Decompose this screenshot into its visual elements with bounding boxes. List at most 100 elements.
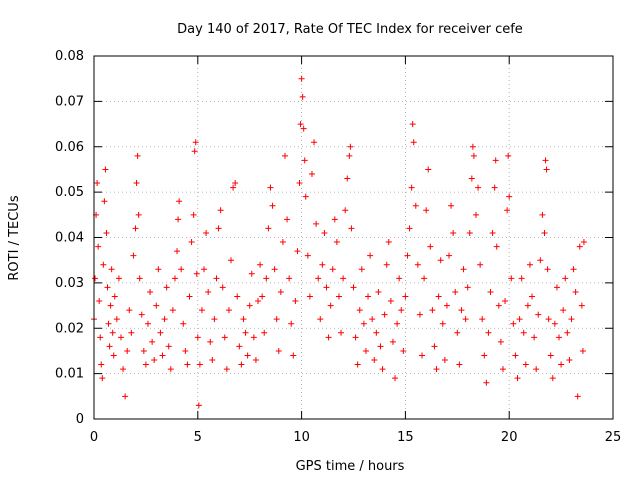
data-point [568, 316, 575, 323]
data-point [344, 175, 351, 182]
data-point [512, 352, 519, 359]
data-point [377, 343, 384, 350]
data-point [308, 170, 315, 177]
data-point [394, 320, 401, 327]
data-point [508, 275, 515, 282]
data-point [564, 329, 571, 336]
data-point [159, 352, 166, 359]
data-point [297, 121, 304, 128]
data-point [414, 261, 421, 268]
data-point [491, 184, 498, 191]
data-point [456, 361, 463, 368]
data-point [228, 257, 235, 264]
data-point [191, 148, 198, 155]
y-tick-label: 0.05 [55, 185, 84, 200]
data-point [493, 243, 500, 250]
data-point [269, 202, 276, 209]
data-point [101, 198, 108, 205]
data-point [462, 316, 469, 323]
data-point [520, 329, 527, 336]
data-point [319, 261, 326, 268]
data-point [149, 338, 156, 345]
data-point [470, 152, 477, 159]
data-point [217, 207, 224, 214]
data-point [223, 366, 230, 373]
data-point [234, 293, 241, 300]
data-point [267, 184, 274, 191]
data-point [167, 366, 174, 373]
data-point [448, 202, 455, 209]
data-point [246, 302, 253, 309]
data-point [506, 193, 513, 200]
data-point [576, 243, 583, 250]
data-point [423, 207, 430, 214]
axis-ticks: 0 0.01 0.02 0.03 0.04 0.05 0.06 0.07 0.08 0 5 10 15 2… [55, 49, 621, 445]
data-point [425, 166, 432, 173]
data-point [416, 311, 423, 318]
data-point [108, 266, 115, 273]
data-point [201, 266, 208, 273]
data-point [479, 316, 486, 323]
data-point [300, 125, 307, 132]
data-point [288, 320, 295, 327]
data-point [542, 157, 549, 164]
data-point [124, 347, 131, 354]
data-point [296, 180, 303, 187]
data-point [472, 211, 479, 218]
data-point [261, 329, 268, 336]
data-point [257, 261, 264, 268]
data-point [431, 343, 438, 350]
data-point [95, 243, 102, 250]
data-point [304, 252, 311, 259]
data-point [238, 361, 245, 368]
data-point [244, 352, 251, 359]
data-point [117, 334, 124, 341]
data-point [184, 361, 191, 368]
data-point [464, 284, 471, 291]
data-point [298, 75, 305, 82]
plot-frame [93, 55, 614, 420]
data-point [165, 343, 172, 350]
data-point [505, 152, 512, 159]
data-point [209, 357, 216, 364]
data-point [537, 257, 544, 264]
data-point [161, 316, 168, 323]
x-axis-label: GPS time / hours [296, 459, 405, 474]
data-point [284, 216, 291, 223]
data-point [356, 307, 363, 314]
data-point [487, 288, 494, 295]
data-point [562, 275, 569, 282]
data-point [196, 361, 203, 368]
data-point [526, 261, 533, 268]
data-point [504, 207, 511, 214]
data-point [213, 275, 220, 282]
data-point [354, 361, 361, 368]
data-point [566, 357, 573, 364]
data-point [236, 343, 243, 350]
data-point [352, 334, 359, 341]
data-point [132, 225, 139, 232]
data-point [130, 252, 137, 259]
data-point [174, 248, 181, 255]
data-point [182, 347, 189, 354]
data-point [443, 302, 450, 309]
data-point [492, 157, 499, 164]
data-point [495, 302, 502, 309]
data-point [98, 361, 105, 368]
data-point [306, 293, 313, 300]
data-point [275, 347, 282, 354]
data-point [502, 298, 509, 305]
data-point [375, 288, 382, 295]
data-point [458, 307, 465, 314]
data-point [155, 266, 162, 273]
y-tick-label: 0 [76, 412, 84, 427]
data-point [572, 288, 579, 295]
data-point [230, 184, 237, 191]
data-point [198, 307, 205, 314]
data-point [153, 302, 160, 309]
data-point [92, 275, 99, 282]
data-point [193, 270, 200, 277]
data-point [144, 320, 151, 327]
data-point [539, 211, 546, 218]
data-point [365, 293, 372, 300]
